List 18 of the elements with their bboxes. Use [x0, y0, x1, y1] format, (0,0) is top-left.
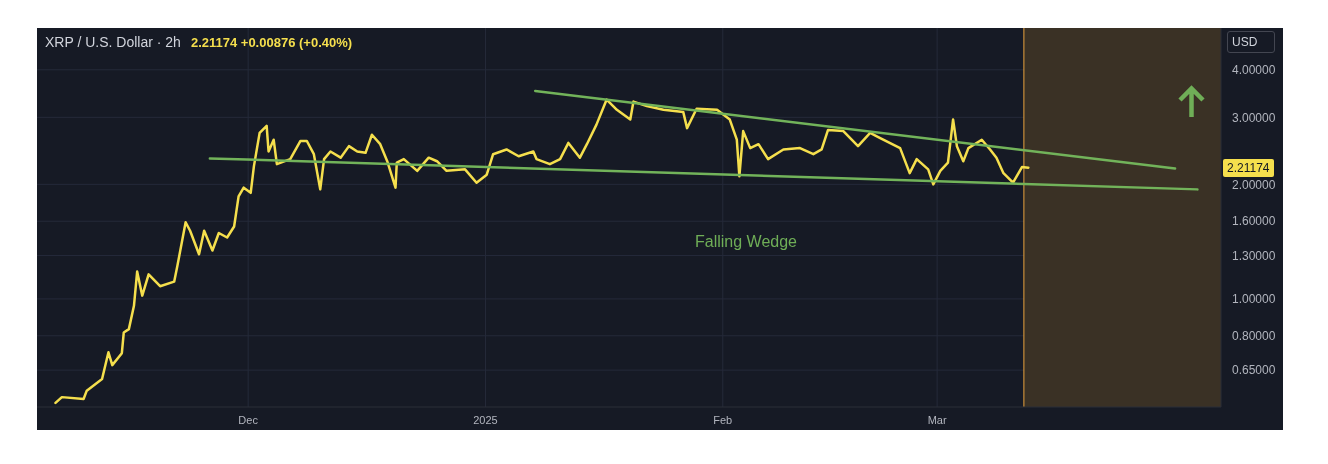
x-tick-label: Dec: [238, 413, 259, 426]
y-tick-label: 2.00000: [1232, 177, 1276, 192]
line-series: [54, 98, 1030, 405]
y-tick-label: 0.65000: [1232, 363, 1276, 378]
y-tick-label: 4.00000: [1232, 63, 1276, 78]
y-tick-label: 1.30000: [1232, 248, 1276, 263]
x-tick-label: 2025: [473, 413, 498, 426]
y-tick-label: 1.60000: [1232, 214, 1276, 229]
text: XRP / U.S. Dollar · 2h: [45, 34, 181, 50]
text: 2.21174 +0.00876 (+0.40%): [190, 35, 353, 50]
annotation: Falling Wedge: [695, 233, 797, 250]
y-tick-label: 0.80000: [1232, 329, 1276, 344]
x-tick-label: Mar: [927, 413, 947, 426]
text: 2.21174: [1227, 160, 1270, 175]
y-tick-label: 1.00000: [1232, 292, 1276, 307]
y-axis-title: USD: [1232, 35, 1258, 49]
x-tick-label: Feb: [713, 413, 733, 426]
y-tick-label: 3.00000: [1232, 110, 1276, 125]
